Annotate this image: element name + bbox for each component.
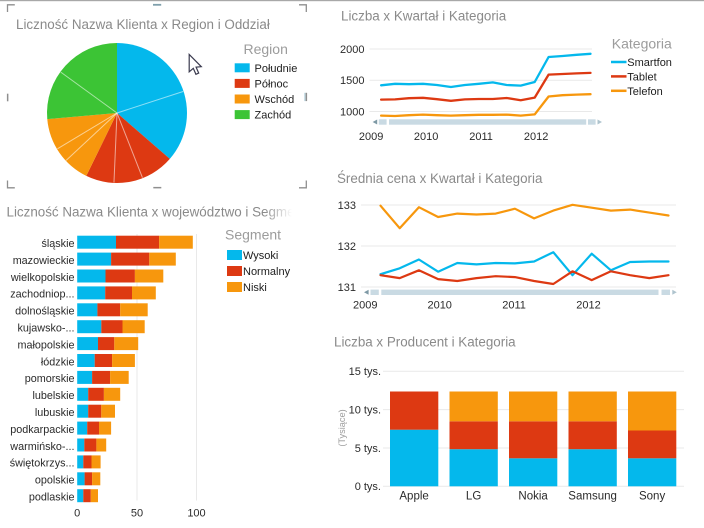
svg-text:Zachód: Zachód [255, 110, 292, 122]
svg-text:2000: 2000 [340, 44, 364, 56]
svg-text:warmińsko-...: warmińsko-... [9, 441, 74, 453]
svg-text:1500: 1500 [340, 75, 364, 87]
svg-text:10 tys.: 10 tys. [349, 405, 381, 417]
svg-text:Liczba x Producent i Kategoria: Liczba x Producent i Kategoria [334, 335, 516, 350]
svg-text:wielkopolskie: wielkopolskie [10, 272, 75, 284]
svg-text:LG: LG [466, 491, 481, 503]
svg-text:Normalny: Normalny [243, 266, 291, 278]
svg-text:Wschód: Wschód [255, 94, 295, 106]
svg-text:Telefon: Telefon [627, 86, 662, 98]
svg-text:Północ: Północ [255, 78, 289, 90]
svg-text:15 tys.: 15 tys. [349, 366, 381, 378]
svg-text:mazowieckie: mazowieckie [13, 255, 75, 267]
svg-text:0 tys.: 0 tys. [355, 481, 381, 493]
svg-text:100: 100 [187, 507, 205, 519]
svg-text:podlaskie: podlaskie [29, 492, 75, 504]
svg-text:Samsung: Samsung [568, 491, 617, 503]
svg-text:2012: 2012 [576, 300, 600, 312]
svg-text:Liczność Nazwa Klienta x Regio: Liczność Nazwa Klienta x Region i Oddzia… [16, 17, 270, 32]
svg-text:(Tysiące): (Tysiące) [337, 409, 347, 446]
svg-text:50: 50 [131, 507, 143, 519]
svg-text:Południe: Południe [255, 63, 298, 75]
svg-text:Tablet: Tablet [627, 71, 656, 83]
svg-text:Region: Region [244, 41, 288, 57]
svg-text:podkarpackie: podkarpackie [10, 424, 74, 436]
svg-text:133: 133 [338, 200, 356, 212]
svg-text:5 tys.: 5 tys. [355, 443, 381, 455]
svg-text:Segment: Segment [225, 227, 281, 243]
svg-text:Średnia cena x Kwartał i Kateg: Średnia cena x Kwartał i Kategoria [337, 171, 543, 186]
svg-text:pomorskie: pomorskie [25, 373, 75, 385]
svg-text:łódzkie: łódzkie [41, 356, 75, 368]
svg-text:zachodniop...: zachodniop... [10, 289, 74, 301]
svg-text:2011: 2011 [469, 131, 493, 143]
svg-text:Smartfon: Smartfon [627, 57, 672, 69]
svg-text:lubelskie: lubelskie [32, 390, 74, 402]
svg-text:1000: 1000 [340, 106, 364, 118]
svg-text:2010: 2010 [427, 300, 451, 312]
svg-text:opolskie: opolskie [35, 475, 75, 487]
svg-text:Apple: Apple [399, 491, 428, 503]
svg-text:Nokia: Nokia [518, 491, 548, 503]
svg-text:132: 132 [338, 241, 356, 253]
svg-text:2011: 2011 [502, 300, 526, 312]
svg-text:Wysoki: Wysoki [243, 250, 278, 262]
svg-text:lubuskie: lubuskie [35, 407, 75, 419]
svg-text:kujawsko-...: kujawsko-... [18, 323, 75, 335]
svg-text:dolnośląskie: dolnośląskie [15, 306, 74, 318]
svg-text:2009: 2009 [353, 300, 377, 312]
svg-text:Sony: Sony [639, 491, 665, 503]
svg-text:Liczność Nazwa Klienta x wojew: Liczność Nazwa Klienta x województwo i S… [7, 205, 306, 220]
svg-text:świętokrzys...: świętokrzys... [10, 458, 75, 470]
svg-text:2012: 2012 [524, 131, 548, 143]
svg-text:2010: 2010 [414, 131, 438, 143]
svg-text:Liczba x Kwartał i Kategoria: Liczba x Kwartał i Kategoria [341, 9, 507, 24]
svg-text:małopolskie: małopolskie [17, 339, 74, 351]
svg-text:2009: 2009 [359, 131, 383, 143]
svg-text:0: 0 [74, 507, 80, 519]
svg-text:Kategoria: Kategoria [612, 36, 672, 52]
svg-text:Niski: Niski [243, 282, 267, 294]
svg-text:131: 131 [338, 282, 356, 294]
svg-text:śląskie: śląskie [41, 238, 74, 250]
